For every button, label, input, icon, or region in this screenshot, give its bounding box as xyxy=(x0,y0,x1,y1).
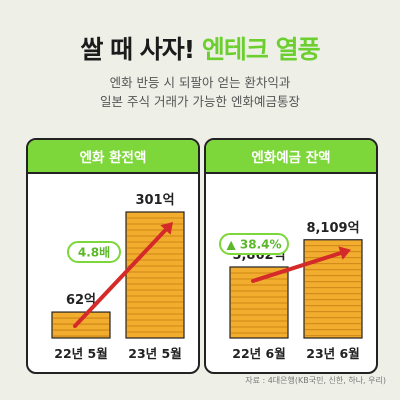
title-accent: 엔테크 열풍 xyxy=(201,35,321,64)
category-label: 22년 5월 xyxy=(54,346,107,361)
deposit-balance-panel-title: 엔화예금 잔액 xyxy=(206,140,376,174)
trend-arrow-head xyxy=(160,222,173,235)
subtitle-line-1: 엔화 반등 시 되팔아 얻는 환차익과 xyxy=(109,75,291,90)
category-label: 22년 6월 xyxy=(232,346,285,361)
annotation-badge xyxy=(219,233,289,255)
subtitle-line-2: 일본 주식 거래가 가능한 엔화예금통장 xyxy=(100,94,300,109)
bar-1 xyxy=(51,311,111,339)
annotation-badge xyxy=(67,241,121,263)
annotation-label: 4.8배 xyxy=(78,245,110,260)
page-subtitle: 엔화 반등 시 되팔아 얻는 환차익과 일본 주식 거래가 가능한 엔화예금통장 xyxy=(0,73,400,111)
title-main: 쌀 때 사자! xyxy=(80,35,195,64)
value-label: 8,109억 xyxy=(306,221,359,236)
value-label: 301억 xyxy=(135,193,174,208)
trend-arrow-head xyxy=(338,246,351,260)
trend-arrow-line xyxy=(73,226,169,329)
exchange-amount-panel-title: 엔화 환전액 xyxy=(28,140,198,174)
trend-arrow-line xyxy=(251,249,347,283)
bar-2 xyxy=(125,211,185,339)
category-label: 23년 5월 xyxy=(128,346,181,361)
annotation-label: ▲ 38.4% xyxy=(226,238,281,252)
category-label: 23년 6월 xyxy=(306,346,359,361)
exchange-amount-panel: 엔화 환전액 62억 22년 5월 301억 23년 5월 4.8배 xyxy=(26,138,200,374)
source-note: 자료 : 4대은행(KB국민, 신한, 하나, 우리) xyxy=(245,376,386,385)
deposit-balance-panel: 엔화예금 잔액 5,862억 22년 6월 8,109억 23년 6월 ▲ 38.4% xyxy=(204,138,378,374)
page-title: 쌀 때 사자! 엔테크 열풍 xyxy=(0,30,400,66)
value-label: 62억 xyxy=(66,293,96,308)
exchange-amount-chart: 62억 22년 5월 301억 23년 5월 4.8배 xyxy=(51,193,185,361)
